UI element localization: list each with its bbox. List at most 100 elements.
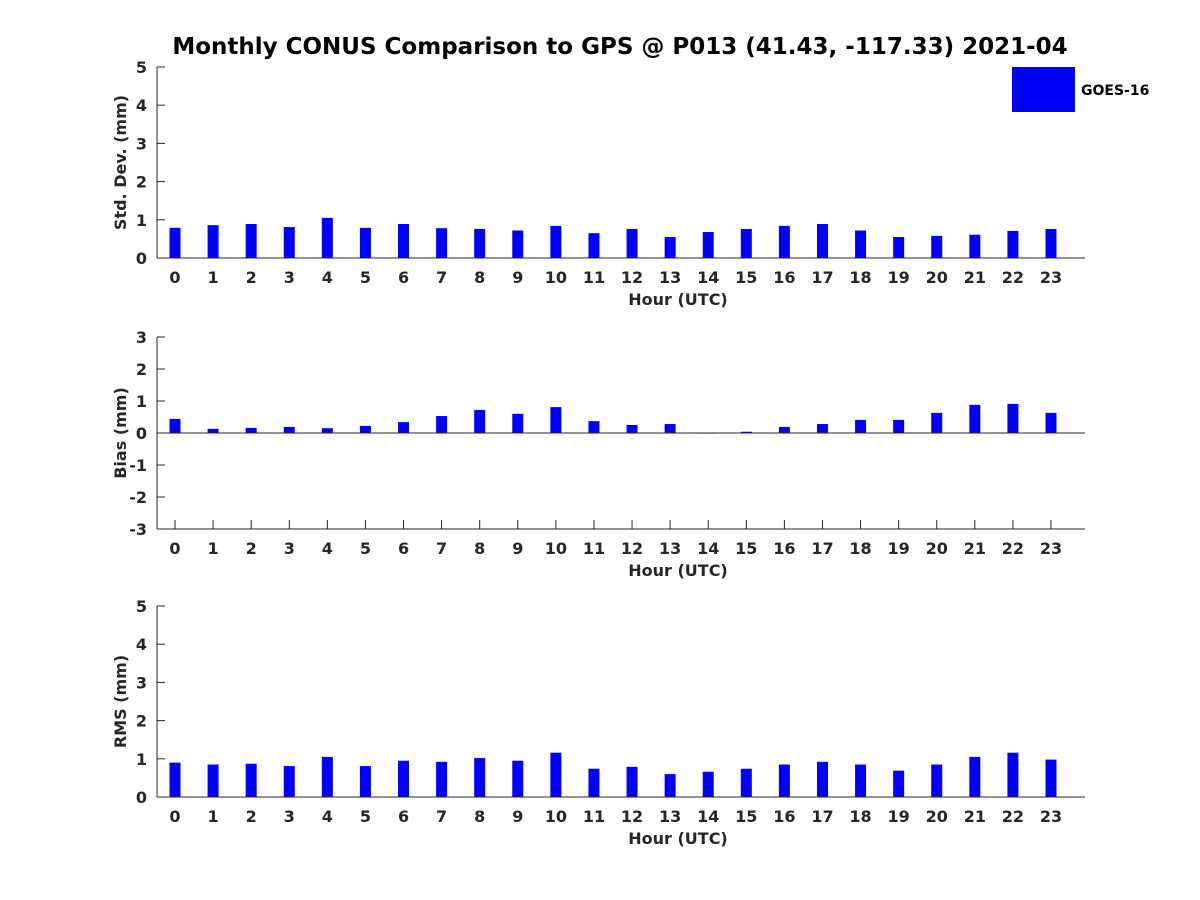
x-tick-label: 4 bbox=[322, 807, 333, 826]
bar-hour-7 bbox=[436, 761, 448, 797]
bar-hour-9 bbox=[512, 230, 524, 258]
x-tick-label: 10 bbox=[545, 807, 567, 826]
x-tick-label: 1 bbox=[208, 268, 219, 287]
x-tick-label: 22 bbox=[1002, 268, 1024, 287]
x-tick-label: 3 bbox=[284, 268, 295, 287]
bar-hour-16 bbox=[778, 764, 790, 797]
y-axis-label: Bias (mm) bbox=[111, 387, 130, 479]
bar-hour-19 bbox=[893, 236, 905, 258]
x-tick-label: 15 bbox=[735, 807, 757, 826]
x-tick-label: 3 bbox=[284, 807, 295, 826]
x-tick-label: 12 bbox=[621, 539, 643, 558]
y-tick-label: 0 bbox=[136, 788, 147, 807]
x-tick-label: 9 bbox=[512, 539, 523, 558]
bar-hour-13 bbox=[664, 774, 676, 797]
bar-hour-21 bbox=[969, 234, 981, 258]
y-tick-label: 1 bbox=[136, 750, 147, 769]
x-tick-label: 2 bbox=[246, 539, 257, 558]
bar-hour-12 bbox=[626, 228, 638, 258]
x-tick-label: 19 bbox=[888, 807, 910, 826]
x-tick-label: 17 bbox=[811, 268, 833, 287]
y-tick-label: 5 bbox=[136, 58, 147, 77]
bar-hour-19 bbox=[893, 770, 905, 797]
x-tick-label: 21 bbox=[964, 268, 986, 287]
x-tick-label: 16 bbox=[773, 539, 795, 558]
x-tick-label: 5 bbox=[360, 807, 371, 826]
x-tick-label: 18 bbox=[849, 807, 871, 826]
x-tick-label: 12 bbox=[621, 807, 643, 826]
bar-hour-4 bbox=[321, 428, 333, 433]
bar-hour-9 bbox=[512, 413, 524, 433]
bar-hour-22 bbox=[1007, 752, 1019, 797]
x-tick-label: 20 bbox=[926, 539, 948, 558]
y-tick-label: 1 bbox=[136, 211, 147, 230]
bar-hour-5 bbox=[359, 425, 371, 433]
x-tick-label: 11 bbox=[583, 268, 605, 287]
bar-hour-11 bbox=[588, 233, 600, 258]
x-tick-label: 18 bbox=[849, 268, 871, 287]
y-tick-label: 4 bbox=[136, 635, 147, 654]
bar-hour-13 bbox=[664, 424, 676, 433]
bar-hour-12 bbox=[626, 425, 638, 433]
x-tick-label: 6 bbox=[398, 539, 409, 558]
x-tick-label: 13 bbox=[659, 807, 681, 826]
x-tick-label: 0 bbox=[169, 539, 180, 558]
bar-hour-2 bbox=[245, 224, 257, 258]
x-tick-label: 15 bbox=[735, 268, 757, 287]
y-tick-label: -2 bbox=[129, 488, 147, 507]
x-tick-label: 11 bbox=[583, 539, 605, 558]
bar-hour-0 bbox=[169, 418, 181, 433]
x-tick-label: 21 bbox=[964, 539, 986, 558]
bar-hour-16 bbox=[778, 225, 790, 258]
chart-title: Monthly CONUS Comparison to GPS @ P013 (… bbox=[172, 34, 1067, 60]
bar-hour-20 bbox=[931, 764, 943, 797]
x-tick-label: 18 bbox=[849, 539, 871, 558]
x-tick-label: 0 bbox=[169, 268, 180, 287]
bar-hour-4 bbox=[321, 217, 333, 258]
bar-hour-23 bbox=[1045, 228, 1057, 258]
legend-swatch bbox=[1012, 67, 1075, 112]
y-tick-label: 4 bbox=[136, 96, 147, 115]
x-tick-label: 21 bbox=[964, 807, 986, 826]
bar-hour-18 bbox=[855, 764, 867, 797]
bar-hour-18 bbox=[855, 230, 867, 258]
bar-hour-22 bbox=[1007, 230, 1019, 258]
x-tick-label: 7 bbox=[436, 539, 447, 558]
x-tick-label: 23 bbox=[1040, 539, 1062, 558]
bar-hour-17 bbox=[816, 424, 828, 433]
x-tick-label: 16 bbox=[773, 807, 795, 826]
x-tick-label: 19 bbox=[888, 268, 910, 287]
bar-hour-21 bbox=[969, 404, 981, 433]
bar-hour-6 bbox=[398, 422, 410, 433]
x-tick-label: 5 bbox=[360, 539, 371, 558]
x-tick-label: 20 bbox=[926, 807, 948, 826]
bar-hour-15 bbox=[740, 768, 752, 797]
x-tick-label: 17 bbox=[811, 539, 833, 558]
x-tick-label: 11 bbox=[583, 807, 605, 826]
x-tick-label: 22 bbox=[1002, 807, 1024, 826]
bar-hour-19 bbox=[893, 419, 905, 433]
bar-hour-1 bbox=[207, 225, 219, 258]
y-tick-label: 5 bbox=[136, 597, 147, 616]
bar-hour-9 bbox=[512, 760, 524, 797]
y-tick-label: 3 bbox=[136, 134, 147, 153]
bar-hour-10 bbox=[550, 752, 562, 797]
x-tick-label: 17 bbox=[811, 807, 833, 826]
bar-hour-11 bbox=[588, 421, 600, 433]
x-tick-label: 10 bbox=[545, 539, 567, 558]
x-tick-label: 9 bbox=[512, 807, 523, 826]
y-tick-label: 2 bbox=[136, 712, 147, 731]
x-tick-label: 13 bbox=[659, 268, 681, 287]
bar-hour-8 bbox=[474, 758, 486, 797]
y-tick-label: -1 bbox=[129, 456, 147, 475]
bar-hour-15 bbox=[740, 228, 752, 258]
x-tick-label: 19 bbox=[888, 539, 910, 558]
x-tick-label: 22 bbox=[1002, 539, 1024, 558]
y-axis-label: Std. Dev. (mm) bbox=[111, 95, 130, 230]
bar-hour-4 bbox=[321, 756, 333, 797]
bar-hour-17 bbox=[816, 224, 828, 258]
bar-hour-21 bbox=[969, 756, 981, 797]
legend-label: GOES-16 bbox=[1081, 83, 1149, 99]
